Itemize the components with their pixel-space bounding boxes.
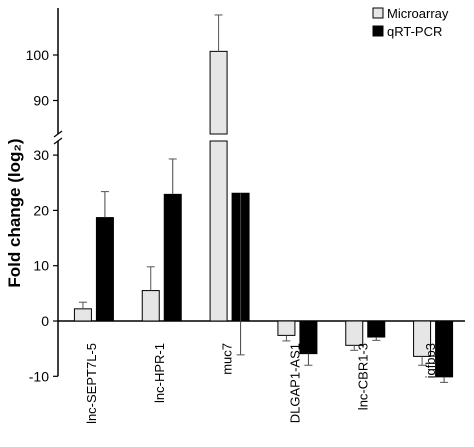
legend-swatch-microarray [372, 7, 384, 19]
bar [95, 217, 114, 322]
bar [277, 320, 296, 336]
legend: Microarray qRT-PCR [372, 6, 449, 39]
bar-break-gap [207, 135, 231, 140]
bar [345, 320, 364, 346]
y-tick-label: 100 [26, 47, 50, 63]
category-label: igfbp3 [423, 343, 438, 378]
y-axis-label: Fold change (log₂) [5, 138, 24, 287]
bar [209, 50, 228, 135]
labels: -10 0 10 20 30 90 100 lnc-SEPT7L-5 lnc-HPR-1 muc7… [26, 47, 438, 424]
axis-break-mark [53, 137, 63, 145]
bar [163, 193, 182, 322]
bar [367, 320, 386, 338]
bar [209, 140, 228, 322]
y-tick-label: -10 [29, 368, 49, 384]
y-tick-label: 30 [33, 147, 49, 163]
category-label: lnc-SEPT7L-5 [84, 343, 99, 424]
bar [299, 320, 318, 355]
category-label: lnc-HPR-1 [152, 343, 167, 403]
bar [73, 308, 92, 322]
axes [53, 8, 465, 377]
y-tick-label: 0 [41, 313, 49, 329]
bars [73, 14, 454, 383]
y-tick-label: 90 [33, 93, 49, 109]
bar [435, 320, 454, 378]
category-label: DLGAP1-AS1 [287, 343, 302, 423]
category-label: muc7 [220, 343, 235, 375]
bar [141, 290, 160, 322]
legend-label-microarray: Microarray [387, 6, 449, 21]
category-label: lnc-CBR1-3 [355, 343, 370, 410]
axis-break-mark [53, 130, 63, 138]
legend-label-qrt-pcr: qRT-PCR [387, 24, 442, 39]
y-tick-label: 20 [33, 202, 49, 218]
legend-swatch-qrt-pcr [372, 25, 384, 37]
y-tick-label: 10 [33, 258, 49, 274]
